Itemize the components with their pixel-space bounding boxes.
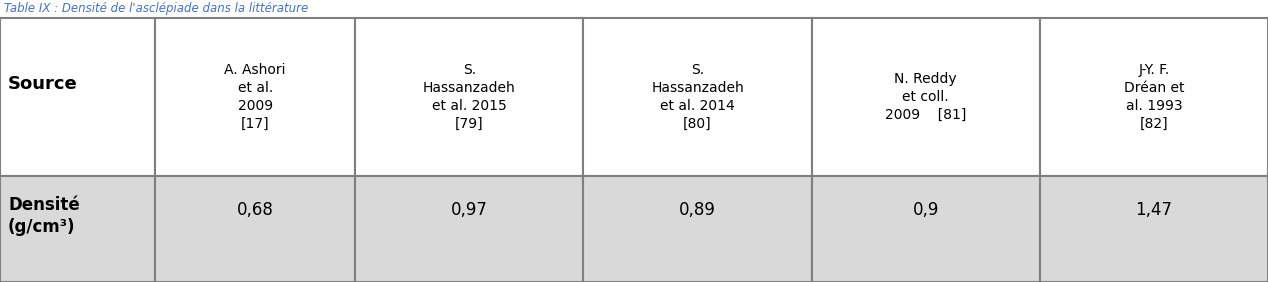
Text: Table IX : Densité de l'asclépiade dans la littérature: Table IX : Densité de l'asclépiade dans … bbox=[4, 2, 308, 15]
Bar bbox=[583, 176, 812, 282]
Bar bbox=[355, 176, 583, 282]
Text: 0,68: 0,68 bbox=[237, 201, 274, 219]
Bar bbox=[812, 176, 1040, 282]
Text: S.
Hassanzadeh
et al. 2014
[80]: S. Hassanzadeh et al. 2014 [80] bbox=[652, 63, 744, 131]
Text: Densité
(g/cm³): Densité (g/cm³) bbox=[8, 196, 80, 236]
Bar bbox=[1040, 18, 1268, 176]
Bar bbox=[1040, 176, 1268, 282]
Bar bbox=[355, 18, 583, 176]
Text: A. Ashori
et al.
2009
[17]: A. Ashori et al. 2009 [17] bbox=[224, 63, 287, 131]
Text: N. Reddy
et coll.
2009    [81]: N. Reddy et coll. 2009 [81] bbox=[885, 72, 966, 122]
Bar bbox=[155, 176, 355, 282]
Text: 0,97: 0,97 bbox=[451, 201, 488, 219]
Bar bbox=[155, 18, 355, 176]
Bar bbox=[0, 18, 155, 176]
Bar bbox=[583, 18, 812, 176]
Text: J-Y. F.
Dréan et
al. 1993
[82]: J-Y. F. Dréan et al. 1993 [82] bbox=[1123, 63, 1184, 131]
Bar bbox=[0, 176, 155, 282]
Text: S.
Hassanzadeh
et al. 2015
[79]: S. Hassanzadeh et al. 2015 [79] bbox=[424, 63, 516, 131]
Text: Source: Source bbox=[8, 75, 77, 93]
Text: 0,89: 0,89 bbox=[680, 201, 716, 219]
Text: 0,9: 0,9 bbox=[913, 201, 938, 219]
Text: 1,47: 1,47 bbox=[1135, 201, 1173, 219]
Bar bbox=[812, 18, 1040, 176]
